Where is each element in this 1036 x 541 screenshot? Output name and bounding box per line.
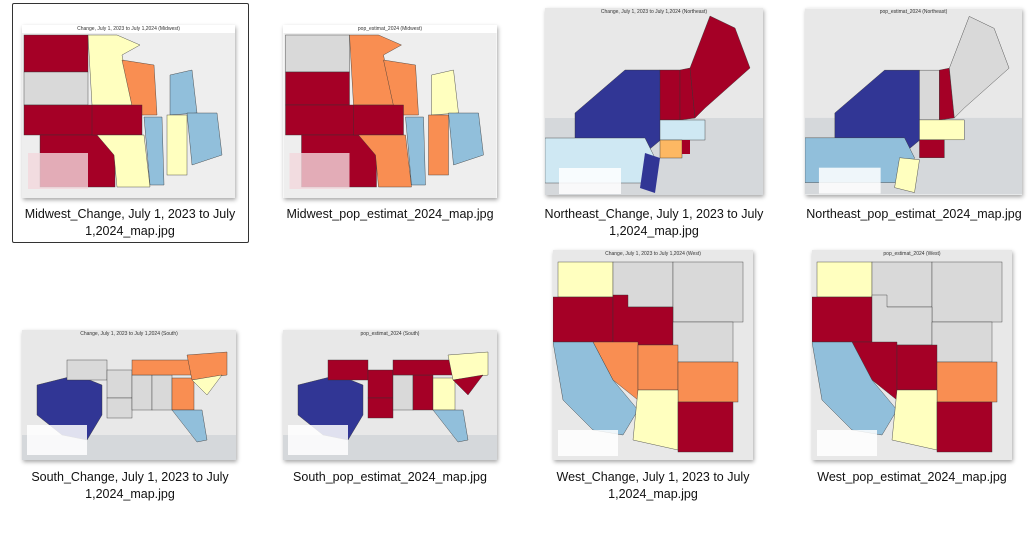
map-title: pop_estimat_2024 (West) (883, 251, 941, 257)
map-title: Change, July 1, 2023 to July 1,2024 (Nor… (600, 9, 708, 15)
map-image (805, 8, 1022, 195)
file-name-line: Northeast_pop_estimat_2024_map.jpg (806, 207, 1022, 221)
thumbnail-south-pop[interactable]: pop_estimat_2024 (South) (283, 330, 497, 460)
thumbnail-midwest-change[interactable]: Change, July 1, 2023 to July 1,2024 (Mid… (22, 25, 235, 198)
thumbnail-northeast-pop[interactable]: pop_estimat_2024 (Northeast) (805, 8, 1022, 195)
map-image (283, 25, 497, 198)
file-name-label: West_Change, July 1, 2023 to July 1,2024_… (523, 469, 783, 503)
file-name-label: Northeast_pop_estimat_2024_map.jpg (784, 206, 1036, 223)
file-name-label: Midwest_pop_estimat_2024_map.jpg (260, 206, 520, 223)
map-image (812, 250, 1012, 460)
map-image (553, 250, 753, 460)
file-name-label: Northeast_Change, July 1, 2023 to July 1,… (524, 206, 784, 240)
map-title: Change, July 1, 2023 to July 1,2024 (Mid… (77, 26, 180, 32)
file-name-line: South_Change, July 1, 2023 to July (31, 470, 229, 484)
file-name-line: Midwest_Change, July 1, 2023 to July (24, 207, 236, 221)
file-name-line: 1,2024_map.jpg (608, 487, 698, 501)
thumbnail-midwest-pop[interactable]: pop_estimat_2024 (Midwest) (283, 25, 497, 198)
file-name-line: Midwest_pop_estimat_2024_map.jpg (286, 207, 494, 221)
file-name-line: West_Change, July 1, 2023 to July (556, 470, 750, 484)
file-name-label: South_pop_estimat_2024_map.jpg (260, 469, 520, 486)
thumbnail-northeast-change[interactable]: Change, July 1, 2023 to July 1,2024 (Nor… (545, 8, 763, 195)
map-image (22, 25, 235, 198)
file-name-line: West_pop_estimat_2024_map.jpg (817, 470, 1007, 484)
file-name-line: South_pop_estimat_2024_map.jpg (293, 470, 487, 484)
file-name-line: 1,2024_map.jpg (85, 224, 175, 238)
map-title: pop_estimat_2024 (Northeast) (879, 9, 948, 15)
file-item-midwest-change[interactable] (12, 3, 249, 243)
file-name-label: West_pop_estimat_2024_map.jpg (782, 469, 1036, 486)
map-image (283, 330, 497, 460)
file-name-line: Northeast_Change, July 1, 2023 to July (544, 207, 764, 221)
map-title: Change, July 1, 2023 to July 1,2024 (Wes… (605, 251, 701, 257)
map-image (545, 8, 763, 195)
thumbnail-south-change[interactable]: Change, July 1, 2023 to July 1,2024 (Sou… (22, 330, 236, 460)
map-title: pop_estimat_2024 (South) (360, 331, 420, 337)
file-name-label: South_Change, July 1, 2023 to July 1,2024… (0, 469, 260, 503)
map-title: Change, July 1, 2023 to July 1,2024 (Sou… (80, 331, 178, 337)
map-title: pop_estimat_2024 (Midwest) (357, 26, 423, 32)
map-image (22, 330, 236, 460)
thumbnail-west-pop[interactable]: pop_estimat_2024 (West) (812, 250, 1012, 460)
thumbnail-west-change[interactable]: Change, July 1, 2023 to July 1,2024 (Wes… (553, 250, 753, 460)
file-name-line: 1,2024_map.jpg (85, 487, 175, 501)
file-name-label: Midwest_Change, July 1, 2023 to July 1,20… (0, 206, 260, 240)
file-name-line: 1,2024_map.jpg (609, 224, 699, 238)
